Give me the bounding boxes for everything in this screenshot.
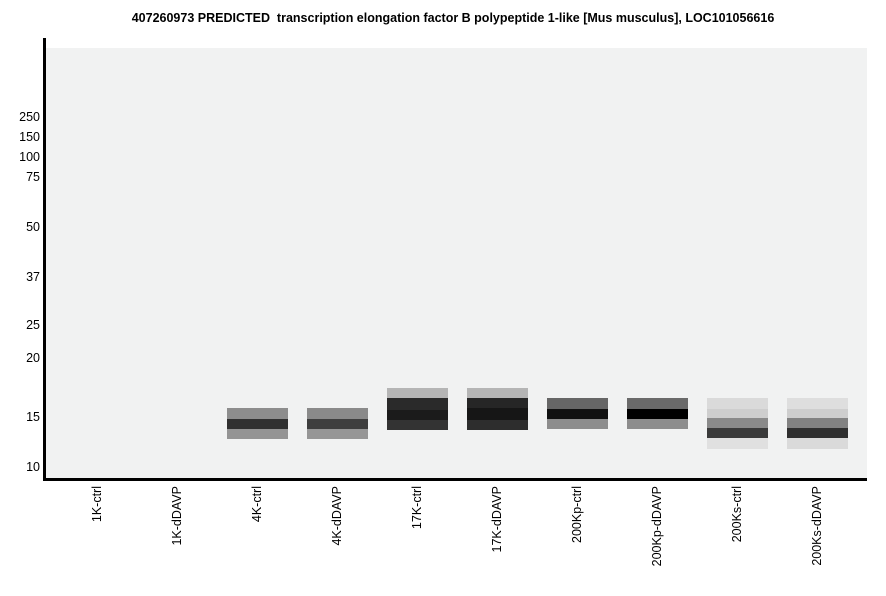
gel-band-stripe — [227, 429, 288, 439]
x-axis-line — [43, 478, 867, 481]
y-tick-label: 37 — [26, 270, 40, 284]
gel-band-stripe — [387, 420, 448, 430]
x-lane-label: 200Ks-ctrl — [730, 486, 744, 543]
gel-band-stripe — [787, 409, 848, 418]
x-lane-label: 200Kp-ctrl — [570, 486, 584, 543]
gel-band-stripe — [787, 438, 848, 449]
y-tick-label: 15 — [26, 410, 40, 424]
gel-band-stripe — [227, 408, 288, 419]
x-lane-label: 4K-ctrl — [250, 486, 264, 523]
x-lane-label: 17K-dDAVP — [490, 486, 504, 553]
gel-band-stripe — [547, 398, 608, 409]
gel-band-stripe — [467, 420, 528, 430]
gel-band-stripe — [547, 409, 608, 419]
gel-band-stripe — [707, 409, 768, 418]
gel-band-stripe — [467, 408, 528, 420]
gel-band-stripe — [627, 398, 688, 409]
gel-band-stripe — [467, 388, 528, 398]
y-tick-label: 50 — [26, 220, 40, 234]
y-tick-label: 75 — [26, 170, 40, 184]
y-tick-label: 20 — [26, 351, 40, 365]
x-lane-label: 1K-ctrl — [90, 486, 104, 523]
x-lane-label: 17K-ctrl — [410, 486, 424, 530]
gel-band-stripe — [547, 419, 608, 429]
x-lane-label: 200Ks-dDAVP — [810, 486, 824, 566]
gel-band-stripe — [787, 398, 848, 409]
y-tick-label: 250 — [19, 110, 40, 124]
gel-band-stripe — [387, 398, 448, 410]
y-tick-label: 10 — [26, 460, 40, 474]
gel-band-stripe — [227, 419, 288, 429]
gel-band-stripe — [467, 398, 528, 408]
gel-band-stripe — [387, 410, 448, 420]
gel-band-stripe — [307, 419, 368, 429]
gel-band-stripe — [387, 388, 448, 398]
gel-band-stripe — [787, 418, 848, 428]
figure-title: 407260973 PREDICTED transcription elonga… — [131, 11, 775, 25]
gel-band-stripe — [627, 409, 688, 419]
gel-band-stripe — [707, 438, 768, 449]
gel-band-stripe — [307, 408, 368, 419]
gel-band-stripe — [707, 418, 768, 428]
gel-band-stripe — [787, 428, 848, 438]
gel-band-stripe — [707, 398, 768, 409]
x-lane-label: 1K-dDAVP — [170, 486, 184, 546]
y-tick-label: 150 — [19, 130, 40, 144]
gel-band-stripe — [627, 419, 688, 429]
y-axis-line — [43, 38, 46, 481]
gel-band-stripe — [707, 428, 768, 438]
y-tick-label: 25 — [26, 318, 40, 332]
x-lane-label: 4K-dDAVP — [330, 486, 344, 546]
gel-band-stripe — [307, 429, 368, 439]
x-lane-label: 200Kp-dDAVP — [650, 486, 664, 567]
y-tick-label: 100 — [19, 150, 40, 164]
